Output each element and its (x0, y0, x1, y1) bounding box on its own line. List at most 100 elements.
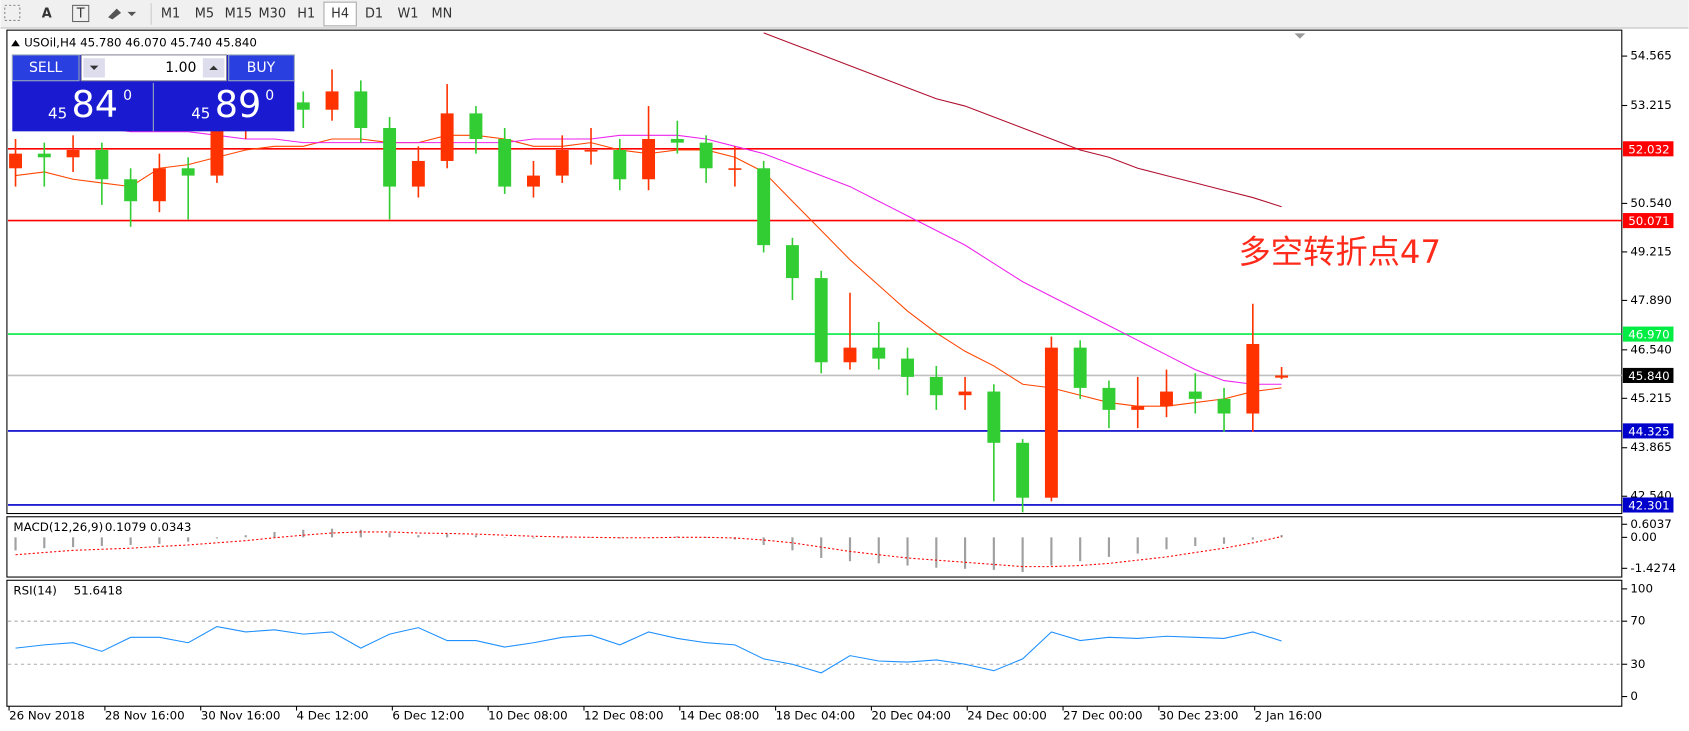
timeframe-button[interactable]: MN (431, 6, 452, 21)
level-box (1622, 141, 1674, 157)
macd-bar (1079, 537, 1082, 562)
buy-price-big[interactable]: 45 (191, 105, 210, 123)
x-tick-label: 20 Dec 04:00 (871, 708, 951, 722)
crosshair-icon[interactable] (4, 4, 21, 21)
timeframe-button[interactable]: H4 (331, 6, 349, 21)
label-tool[interactable]: T (76, 6, 85, 21)
macd-bar (906, 537, 909, 566)
candle-body (527, 175, 540, 187)
x-tick-label: 14 Dec 08:00 (680, 708, 760, 722)
macd-bar (964, 537, 967, 569)
candle-body (1275, 375, 1289, 378)
macd-bar (417, 535, 420, 538)
sell-label[interactable]: SELL (29, 60, 63, 76)
rsi-line (15, 626, 1282, 674)
candle-body (9, 153, 22, 169)
macd-bar (129, 537, 132, 545)
volume-value[interactable]: 1.00 (165, 60, 196, 76)
macd-bar (302, 529, 305, 538)
timeframe-button[interactable]: H1 (297, 6, 315, 21)
macd-bar (273, 531, 276, 538)
y-tick-label: 100 (1630, 581, 1653, 595)
shapes-tool[interactable] (108, 8, 137, 20)
shift-marker (1294, 33, 1306, 39)
macd-title: MACD(12,26,9) (13, 520, 103, 534)
buy-price-digits[interactable]: 89 (215, 83, 262, 126)
level-label: 44.325 (1628, 424, 1669, 438)
candle-body (728, 168, 742, 170)
candle-body (354, 91, 368, 129)
x-tick-label: 4 Dec 12:00 (297, 708, 369, 722)
candle-body (152, 168, 166, 202)
macd-bar (532, 537, 535, 539)
macd-panel-frame (6, 516, 1623, 578)
x-tick-label: 2 Jan 16:00 (1255, 708, 1322, 722)
timeframe-active (323, 1, 357, 27)
buy-button[interactable] (228, 54, 295, 82)
text-tool[interactable]: A (42, 6, 52, 21)
level-box (1622, 367, 1674, 383)
macd-bar (992, 537, 995, 570)
buy-label[interactable]: BUY (247, 60, 276, 76)
candle-body (785, 245, 799, 279)
candle-body (1016, 442, 1030, 498)
buy-price-sup[interactable]: 0 (265, 88, 274, 104)
timeframe-button[interactable]: M15 (225, 6, 253, 21)
sell-price-big[interactable]: 45 (48, 105, 67, 123)
rsi-value: 51.6418 (74, 584, 123, 598)
macd-bar (158, 537, 161, 544)
candle-body (1044, 347, 1058, 498)
level-box (1622, 497, 1674, 513)
candle-body (699, 142, 713, 169)
candle-body (124, 179, 138, 202)
rsi-panel-frame (6, 579, 1623, 707)
x-tick-label: 12 Dec 08:00 (584, 708, 664, 722)
macd-bar (43, 537, 46, 549)
sell-button[interactable] (11, 54, 80, 82)
timeframe-button[interactable]: W1 (397, 6, 418, 21)
annotation: 多空转折点47 (1239, 233, 1441, 271)
macd-bar (589, 537, 593, 538)
level-box (1622, 326, 1674, 342)
macd-bar (330, 528, 334, 538)
y-tick-label: 47.890 (1630, 293, 1671, 307)
macd-bar (244, 535, 247, 538)
trade-panel: SELL 1.00 BUY 45 84 0 45 89 0 (11, 54, 295, 132)
macd-bar (1280, 535, 1283, 538)
level-label: 42.301 (1628, 499, 1669, 513)
y-tick-label: -1.4274 (1630, 561, 1676, 575)
down-arrow (89, 65, 99, 70)
macd-bar (215, 537, 219, 539)
macd-bar (1021, 537, 1024, 573)
candle-body (901, 358, 914, 377)
volume-box[interactable] (80, 54, 228, 82)
y-tick-label: 53.215 (1630, 98, 1671, 112)
macd-bar (762, 537, 765, 545)
timeframe-button[interactable]: D1 (365, 6, 383, 21)
timeframe-button[interactable]: M1 (161, 6, 180, 21)
macd-bar (705, 537, 708, 538)
macd-bar (1222, 537, 1226, 544)
y-tick-label: 30 (1630, 657, 1645, 671)
y-tick-label: 0.00 (1630, 530, 1656, 544)
level-label: 46.970 (1628, 328, 1669, 342)
symbol-icon (11, 39, 20, 47)
macd-bar (100, 537, 103, 547)
macd-bar (1165, 537, 1168, 550)
sell-price-digits[interactable]: 84 (72, 83, 119, 126)
y-tick-label: 0.6037 (1630, 517, 1671, 531)
candle-body (181, 168, 195, 176)
timeframe-button[interactable]: M30 (259, 6, 287, 21)
timeframe-button[interactable]: M5 (195, 6, 214, 21)
symbol-header: USOil,H4 45.780 46.070 45.740 45.840 (24, 36, 257, 50)
sell-price-sup[interactable]: 0 (123, 88, 132, 104)
label-tool-box[interactable] (72, 4, 90, 23)
y-tick-label: 46.540 (1630, 342, 1671, 356)
candle-body (95, 149, 109, 180)
macd-bar (1107, 537, 1111, 557)
macd-bar (359, 529, 362, 538)
candle-body (929, 376, 943, 396)
macd-bar (503, 537, 506, 538)
candle-body (1102, 387, 1116, 410)
x-tick-label: 18 Dec 04:00 (776, 708, 856, 722)
